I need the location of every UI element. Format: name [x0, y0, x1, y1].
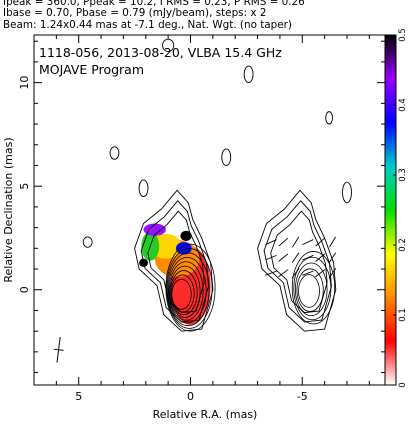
y-tick-label: 5	[18, 183, 31, 190]
evpa-tick	[315, 269, 326, 278]
x-tick-label: 0	[187, 390, 194, 403]
evpa-tick	[292, 236, 300, 248]
polarization-panel-core-contour-16	[298, 274, 320, 308]
evpa-tick	[302, 254, 314, 261]
core-contour-level-64	[169, 270, 198, 316]
colorbar-tick-label: 0	[398, 382, 408, 387]
x-tick-label: -5	[297, 390, 308, 403]
header-line-2: Ibase = 0.70, Pbase = 0.79 (mJy/beam), s…	[3, 7, 267, 19]
polarization-panel-outer-contour-0	[257, 189, 337, 332]
evpa-tick	[278, 237, 289, 247]
polarization-fill-4	[143, 223, 166, 236]
evpa-tick	[265, 239, 277, 245]
core-contour-level-32	[169, 265, 201, 318]
core-contour-level-16	[168, 261, 204, 321]
isolated-contour-5	[82, 236, 93, 248]
polarization-panel-core-contour-8	[296, 268, 324, 312]
total-intensity-outer-contour-1	[140, 200, 209, 323]
evpa-tick	[302, 270, 314, 276]
core-contour-level-1	[165, 243, 216, 332]
core-contour-level-4	[166, 252, 210, 327]
evpa-tick	[291, 252, 300, 263]
polarization-fill-6	[180, 230, 192, 242]
colorbar: 0 0.1 0.2 0.3 0.4 0.5	[384, 28, 408, 388]
core-contour-level-128	[170, 274, 195, 313]
isolated-contour-0	[138, 179, 149, 197]
colorbar-gradient	[384, 34, 397, 386]
header-line-3: Beam: 1.24x0.44 mas at -7.1 deg., Nat. W…	[3, 19, 292, 31]
evpa-tick	[265, 254, 277, 261]
y-tick-label: 0	[18, 286, 31, 293]
polarization-panel-outer-contour-2	[270, 210, 328, 314]
evpa-tick	[302, 239, 314, 246]
evpa-tick	[315, 253, 326, 262]
colorbar-tick-label: 0.1	[398, 308, 408, 322]
colorbar-tick-label: 0.3	[398, 168, 408, 182]
evpa-tick	[265, 270, 277, 276]
evpa-tick	[278, 253, 289, 262]
x-axis-label: Relative R.A. (mas)	[153, 408, 258, 421]
total-intensity-outer-contour-0	[134, 189, 214, 332]
evpa-tick	[328, 236, 336, 248]
isolated-contour-7	[243, 65, 254, 84]
core-contour-level-2	[166, 248, 213, 329]
plot-frame-background	[34, 35, 385, 385]
isolated-contour-2	[221, 148, 232, 166]
axes: 5 0 -5 0 5 10	[18, 35, 385, 403]
isolated-contour-6	[162, 38, 175, 53]
evpa-tick	[278, 269, 289, 278]
core-contour-level-256	[171, 278, 192, 310]
isolated-contour-3	[325, 111, 333, 125]
polarization-panel-core-contour-2	[293, 256, 332, 321]
colorbar-tick-label: 0.5	[398, 28, 408, 42]
header-line-1: Ipeak = 360.0, Ppeak = 10.2, I RMS = 0.2…	[3, 0, 305, 8]
y-axis-label: Relative Declination (mas)	[2, 137, 15, 282]
evpa-tick	[315, 237, 325, 247]
isolated-contour-1	[109, 146, 120, 160]
isolated-contour-4	[342, 181, 352, 204]
x-tick-label: 5	[75, 390, 82, 403]
plot-area	[53, 38, 352, 363]
polarization-fill-5	[175, 242, 192, 255]
evpa-tick	[328, 252, 337, 263]
evpa-tick	[328, 267, 337, 279]
polarization-panel-outer-contour-1	[263, 200, 332, 323]
polarization-panel-core-contour-1	[291, 251, 336, 325]
polarization-panel-core-contour-4	[294, 262, 328, 317]
beam-marker	[53, 336, 64, 363]
evpa-tick	[291, 268, 300, 279]
y-tick-label: 10	[18, 76, 31, 90]
colorbar-tick-label: 0.2	[398, 238, 408, 252]
beam-minor-axis	[53, 348, 64, 351]
colorbar-tick-label: 0.4	[398, 98, 408, 112]
chart-subtitle: MOJAVE Program	[39, 62, 144, 77]
core-contour-level-8	[167, 256, 207, 324]
chart-title: 1118-056, 2013-08-20, VLBA 15.4 GHz	[39, 45, 282, 60]
